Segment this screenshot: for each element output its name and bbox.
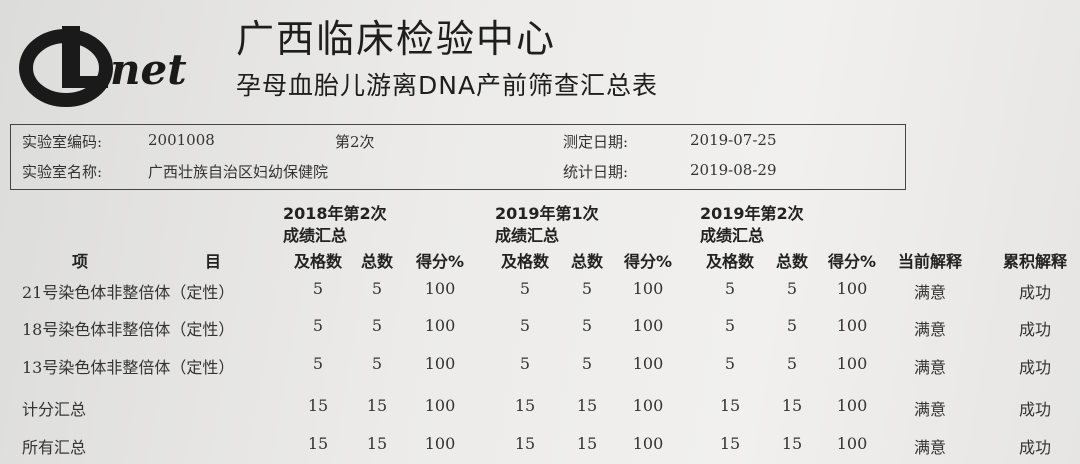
row-item: 所有汇总 — [22, 438, 87, 457]
table-cell: 满意 — [913, 320, 947, 339]
table-cell: 5 — [724, 279, 736, 298]
group-title: 2019年第1次 — [495, 204, 599, 223]
table-cell: 5 — [312, 279, 324, 298]
table-cell: 15 — [781, 434, 803, 453]
table-cell: 5 — [371, 354, 383, 373]
lab-code-label: 实验室编码: — [22, 133, 103, 151]
table-cell: 100 — [632, 279, 664, 298]
table-cell: 15 — [781, 396, 803, 415]
table-cell: 100 — [632, 396, 664, 415]
table-cell: 满意 — [913, 400, 947, 419]
column-header: 总数 — [775, 252, 809, 271]
column-header: 及格数 — [293, 252, 343, 271]
table-cell: 100 — [836, 354, 868, 373]
table-cell: 5 — [724, 354, 736, 373]
table-cell: 100 — [632, 354, 664, 373]
table-cell: 15 — [514, 434, 536, 453]
table-cell: 15 — [719, 434, 741, 453]
table-cell: 5 — [786, 316, 798, 335]
stat-date: 2019-08-29 — [690, 161, 777, 179]
table-cell: 5 — [312, 316, 324, 335]
table-cell: 100 — [424, 354, 456, 373]
svg-text:net: net — [110, 45, 187, 94]
table-cell: 100 — [424, 279, 456, 298]
column-header: 及格数 — [705, 252, 755, 271]
column-header: 总数 — [570, 252, 604, 271]
column-header: 累积解释 — [1002, 252, 1068, 271]
group-subtitle: 成绩汇总 — [495, 226, 560, 245]
group-subtitle: 成绩汇总 — [283, 226, 348, 245]
item-header: 项 — [72, 252, 89, 271]
table-cell: 5 — [371, 316, 383, 335]
table-cell: 5 — [581, 316, 593, 335]
group-title: 2018年第2次 — [283, 204, 387, 223]
test-date-label: 测定日期: — [563, 133, 629, 151]
table-cell: 15 — [576, 396, 598, 415]
table-cell: 100 — [632, 434, 664, 453]
table-cell: 5 — [724, 316, 736, 335]
column-header: 得分% — [827, 252, 877, 271]
stat-date-label: 统计日期: — [563, 163, 629, 181]
table-cell: 5 — [312, 354, 324, 373]
info-box — [10, 124, 906, 190]
table-cell: 5 — [581, 279, 593, 298]
lab-name-label: 实验室名称: — [22, 163, 103, 181]
column-header: 当前解释 — [897, 252, 963, 271]
table-cell: 15 — [366, 434, 388, 453]
table-cell: 5 — [519, 279, 531, 298]
table-cell: 100 — [632, 316, 664, 335]
table-cell: 15 — [576, 434, 598, 453]
table-cell: 15 — [307, 434, 329, 453]
table-cell: 成功 — [1018, 320, 1052, 339]
table-cell: 满意 — [913, 358, 947, 377]
table-cell: 5 — [581, 354, 593, 373]
row-item: 18号染色体非整倍体（定性） — [22, 320, 235, 339]
table-cell: 5 — [371, 279, 383, 298]
linet-logo: net — [19, 26, 187, 107]
table-cell: 满意 — [913, 438, 947, 457]
table-cell: 成功 — [1018, 358, 1052, 377]
report-title: 孕母血胎儿游离DNA产前筛查汇总表 — [236, 71, 659, 100]
row-item: 计分汇总 — [22, 400, 87, 419]
center-title: 广西临床检验中心 — [236, 17, 557, 61]
group-title: 2019年第2次 — [700, 204, 804, 223]
table-cell: 5 — [519, 316, 531, 335]
table-cell: 100 — [424, 434, 456, 453]
table-cell: 成功 — [1018, 438, 1052, 457]
table-cell: 100 — [424, 316, 456, 335]
lab-code: 2001008 — [148, 131, 215, 149]
group-subtitle: 成绩汇总 — [700, 226, 765, 245]
table-cell: 15 — [514, 396, 536, 415]
table-cell: 100 — [836, 316, 868, 335]
table-cell: 5 — [786, 354, 798, 373]
table-cell: 100 — [836, 396, 868, 415]
lab-name: 广西壮族自治区妇幼保健院 — [148, 163, 329, 181]
table-cell: 15 — [307, 396, 329, 415]
row-item: 13号染色体非整倍体（定性） — [22, 358, 235, 377]
table-cell: 100 — [836, 434, 868, 453]
column-header: 得分% — [415, 252, 465, 271]
test-date: 2019-07-25 — [690, 131, 777, 149]
table-cell: 成功 — [1018, 283, 1052, 302]
column-header: 及格数 — [500, 252, 550, 271]
table-cell: 100 — [836, 279, 868, 298]
round: 第2次 — [335, 133, 375, 151]
table-cell: 5 — [519, 354, 531, 373]
table-cell: 100 — [424, 396, 456, 415]
item-header: 目 — [205, 252, 222, 271]
table-cell: 15 — [366, 396, 388, 415]
table-cell: 5 — [786, 279, 798, 298]
table-cell: 满意 — [913, 283, 947, 302]
column-header: 得分% — [623, 252, 673, 271]
column-header: 总数 — [360, 252, 394, 271]
table-cell: 15 — [719, 396, 741, 415]
row-item: 21号染色体非整倍体（定性） — [22, 283, 235, 302]
table-cell: 成功 — [1018, 400, 1052, 419]
